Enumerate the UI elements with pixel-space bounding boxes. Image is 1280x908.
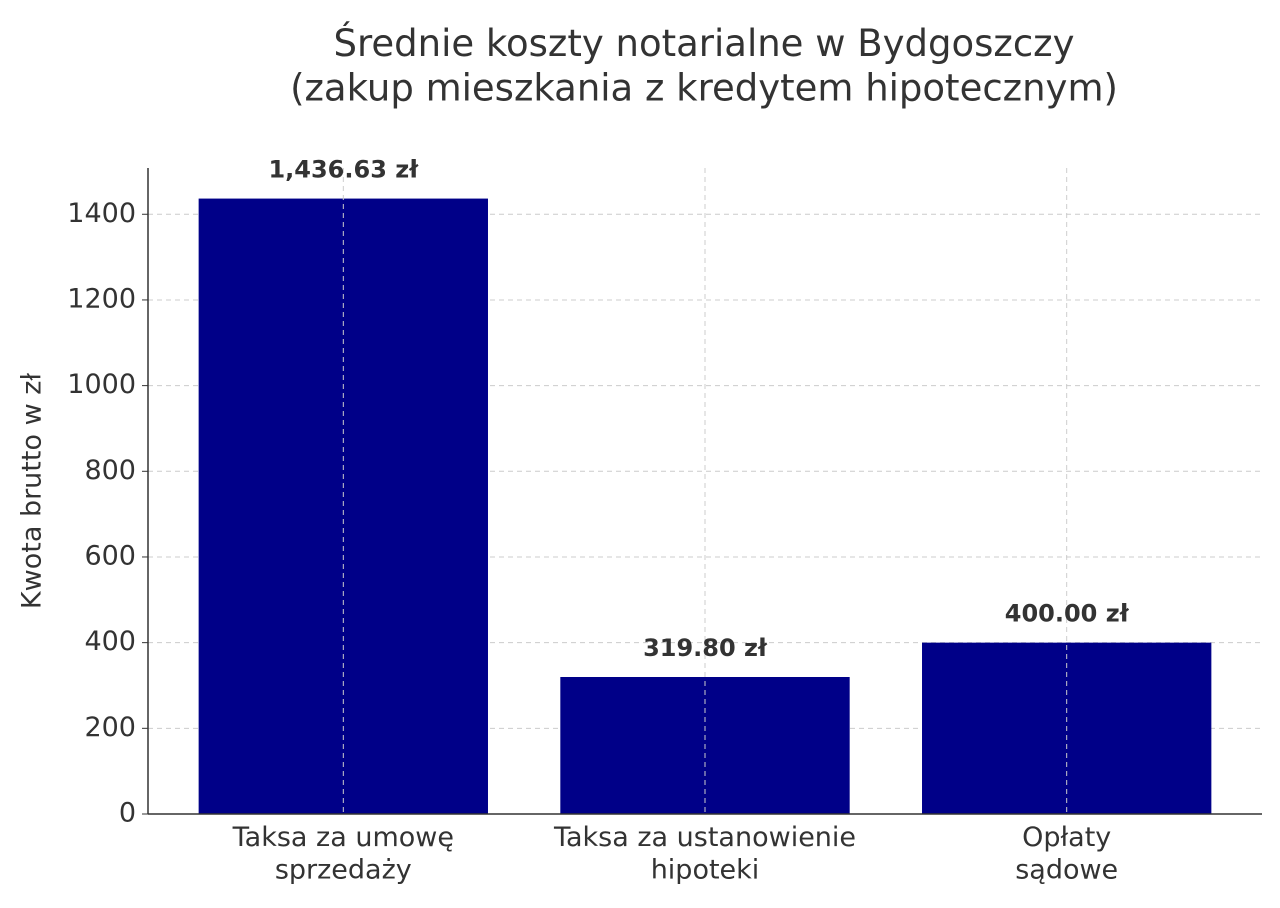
y-tick-label: 1200 (67, 283, 136, 314)
y-tick-label: 1400 (67, 198, 136, 229)
y-tick-label: 400 (84, 626, 136, 657)
y-tick-label: 200 (84, 712, 136, 743)
y-axis-label: Kwota brutto w zł (17, 373, 48, 609)
y-tick-label: 0 (119, 798, 136, 829)
x-tick-label: Taksa za umowę sprzedaży (232, 822, 454, 885)
value-label: 400.00 zł (1005, 600, 1130, 628)
x-tick-label: Taksa za ustanowienie hipoteki (553, 822, 856, 885)
value-label: 319.80 zł (643, 634, 768, 662)
y-tick-label: 1000 (67, 369, 136, 400)
y-tick-label: 600 (84, 540, 136, 571)
value-label: 1,436.63 zł (268, 156, 419, 184)
chart-title: Średnie koszty notarialne w Bydgoszczy (z… (290, 21, 1118, 109)
y-tick-label: 800 (84, 455, 136, 486)
x-tick-label: Opłaty sądowe (1015, 822, 1118, 885)
